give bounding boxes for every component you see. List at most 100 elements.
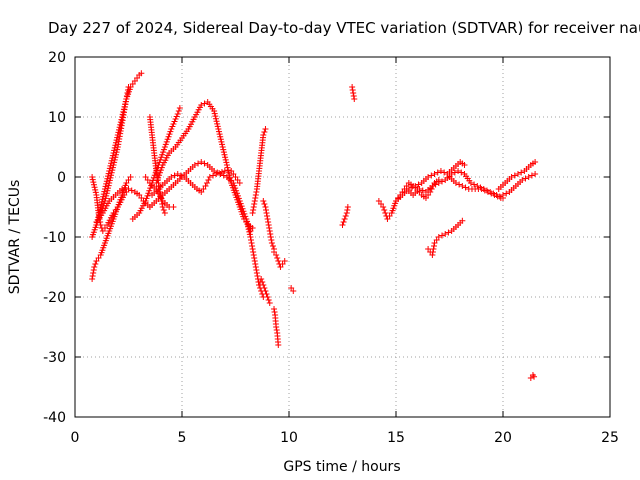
data-point [106, 165, 113, 172]
data-point [236, 198, 243, 204]
data-point [112, 139, 119, 146]
data-point [114, 132, 121, 138]
data-point [456, 181, 463, 188]
data-point [154, 177, 161, 184]
data-point [263, 210, 270, 216]
data-point [451, 169, 458, 176]
data-point [344, 204, 351, 210]
data-point [271, 306, 278, 312]
data-point [419, 187, 426, 194]
data-point [155, 174, 162, 181]
data-point [249, 210, 256, 216]
data-point [458, 169, 465, 176]
data-point [344, 207, 351, 213]
data-point [98, 201, 105, 208]
x-axis-ticks: 0 5 10 15 20 25 [71, 57, 619, 446]
data-point [268, 240, 275, 246]
data-point [430, 243, 437, 249]
data-point [116, 124, 123, 131]
data-point [174, 171, 181, 177]
data-point [104, 175, 111, 182]
x-axis-label: GPS time / hours [283, 459, 400, 475]
data-point [429, 183, 436, 189]
data-point [213, 118, 220, 125]
data-point [92, 261, 99, 267]
data-point [342, 213, 349, 219]
data-point [138, 70, 145, 77]
data-point [223, 159, 230, 166]
data-point [350, 93, 357, 99]
data-point [241, 210, 248, 217]
data-point [445, 229, 452, 236]
data-point [382, 210, 389, 216]
data-point [455, 168, 462, 174]
data-point [237, 200, 244, 207]
data-point [266, 228, 273, 234]
data-point [245, 226, 252, 233]
data-point [250, 204, 257, 210]
data-point [159, 151, 166, 158]
data-point [120, 106, 127, 113]
data-point [176, 105, 183, 111]
data-point [253, 267, 260, 273]
y-tick-label: 20 [48, 50, 66, 66]
data-point [218, 169, 225, 175]
data-point [201, 100, 208, 107]
data-point [428, 186, 435, 192]
data-point [429, 252, 436, 258]
data-point [210, 172, 217, 179]
x-tick-label: 10 [280, 430, 298, 446]
y-tick-label: 0 [57, 170, 66, 186]
data-point [275, 258, 282, 264]
data-point [156, 169, 163, 176]
data-point [89, 273, 96, 279]
data-point [103, 180, 110, 187]
data-point [351, 96, 358, 102]
y-tick-label: -10 [43, 230, 66, 246]
data-point [226, 174, 233, 181]
data-point [164, 136, 171, 143]
data-point [511, 172, 518, 179]
data-point [349, 87, 356, 93]
data-point [432, 181, 439, 188]
data-point [532, 171, 539, 177]
data-point [429, 249, 436, 255]
data-point [252, 264, 259, 270]
data-point [435, 180, 442, 186]
data-point [92, 189, 99, 196]
data-point [232, 185, 239, 192]
data-point [214, 123, 221, 130]
data-point [491, 192, 498, 198]
data-point [244, 221, 251, 228]
data-point [273, 324, 280, 330]
data-point [105, 173, 112, 180]
data-point [439, 178, 446, 185]
data-point [158, 154, 165, 161]
data-point [142, 198, 149, 204]
data-point [170, 204, 177, 210]
data-point [219, 141, 226, 148]
data-point [251, 255, 258, 261]
data-point [216, 131, 223, 138]
data-points [89, 70, 539, 381]
grid [75, 57, 610, 417]
data-point [97, 204, 104, 210]
data-point [519, 177, 526, 183]
data-point [430, 246, 437, 252]
data-point [202, 183, 209, 189]
data-point [245, 223, 252, 230]
data-point [174, 111, 181, 117]
data-point [528, 172, 535, 179]
data-point [111, 144, 118, 151]
data-point [91, 264, 98, 270]
data-point [214, 120, 221, 127]
data-point [240, 208, 247, 215]
data-point [90, 181, 97, 188]
data-point [97, 222, 104, 228]
data-point [437, 168, 444, 174]
data-point [121, 103, 128, 110]
data-point [219, 144, 226, 150]
data-point [146, 187, 153, 194]
data-point [262, 126, 269, 132]
data-point [128, 187, 135, 194]
